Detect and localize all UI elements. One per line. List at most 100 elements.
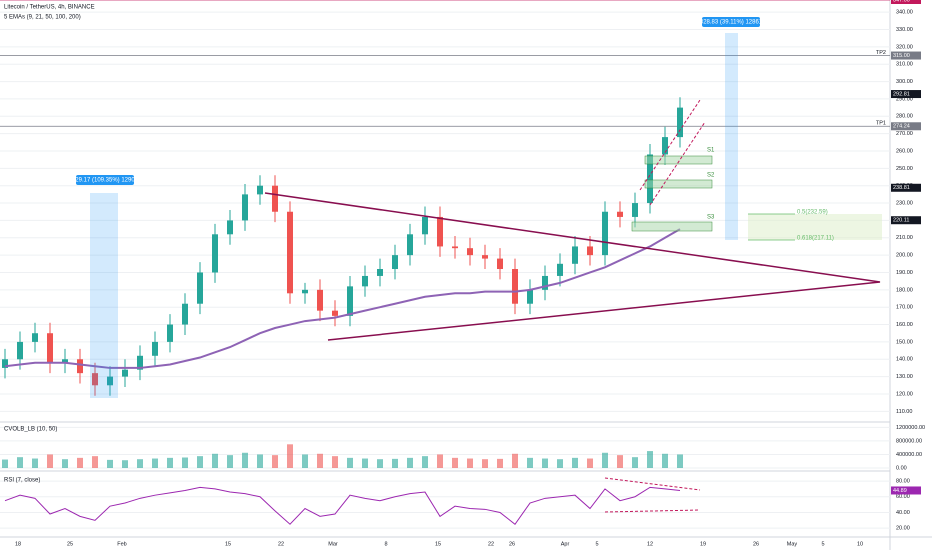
volume-bar [677, 454, 683, 468]
measure-label: 328.83 (39.11%) 12861 [700, 20, 763, 26]
candle-body [482, 255, 488, 259]
price-tag-label: 238.81 [893, 185, 910, 191]
candle-body [272, 185, 278, 212]
volume-bar [347, 457, 353, 468]
volume-bar [587, 458, 593, 468]
volume-bar [407, 457, 413, 468]
y-tick-label: 230.00 [896, 201, 913, 207]
volume-bar [302, 454, 308, 468]
candle-body [437, 216, 443, 247]
volume-bar [542, 458, 548, 468]
price-tag-label: 292.81 [893, 92, 910, 98]
price-tag-label: 220.11 [893, 218, 909, 224]
measure-box [90, 193, 118, 398]
y-tick-label: 120.00 [896, 391, 913, 397]
price-tag [891, 51, 921, 60]
price-tag [891, 122, 921, 131]
y-tick-label: 80.00 [896, 479, 910, 485]
volume-bar [557, 459, 563, 468]
volume-bar [572, 457, 578, 468]
volume-bar [122, 460, 128, 468]
candle-body [227, 220, 233, 235]
indicator-name: 5 EMAs (9, 21, 50, 100, 200) [4, 15, 81, 21]
volume-bar [647, 451, 653, 468]
x-tick-label: 8 [384, 541, 387, 547]
price-tag-label: 44.89 [893, 488, 907, 494]
x-tick-label: 19 [700, 541, 706, 547]
y-tick-label: 250.00 [896, 166, 913, 172]
x-tick-label: 15 [225, 541, 231, 547]
ema-line [4, 228, 681, 369]
x-tick-label: 26 [753, 541, 759, 547]
x-tick-label: Feb [117, 541, 126, 547]
volume-bar [437, 454, 443, 468]
volume-bar [452, 457, 458, 468]
candle-body [152, 341, 158, 356]
plot [0, 0, 890, 529]
y-tick-label: 110.00 [896, 409, 912, 415]
candle-body [617, 211, 623, 217]
measure-tag [702, 17, 760, 27]
y-tick-label: 210.00 [896, 235, 913, 241]
rsi-trend [604, 477, 701, 491]
channel [639, 99, 701, 191]
channel [649, 121, 706, 206]
volume-bar [152, 458, 158, 468]
x-tick-label: 5 [821, 541, 824, 547]
volume-bar [242, 452, 248, 468]
candle-body [332, 310, 338, 316]
zone-label: S1 [707, 148, 715, 154]
x-tick-label: Apr [561, 541, 570, 547]
volume-bar [632, 457, 638, 468]
y-tick-label: 60.00 [896, 494, 910, 500]
y-tick-label: 320.00 [896, 44, 913, 50]
candle-body [632, 203, 638, 217]
zone-label: S3 [707, 215, 715, 221]
candle-body [182, 303, 188, 325]
y-tick-label: 1200000.00 [896, 425, 925, 431]
y-tick-label: 170.00 [896, 305, 913, 311]
volume-bar [227, 455, 233, 468]
x-tick-label: May [787, 541, 798, 547]
candle-body [557, 263, 563, 276]
y-tick-label: 160.00 [896, 322, 913, 328]
rsi-line [4, 486, 681, 525]
volume-bar [392, 458, 398, 468]
level-name: TP1 [876, 121, 886, 127]
candle-body [197, 272, 203, 304]
x-tick-label: 5 [595, 541, 598, 547]
y-tick-label: 150.00 [896, 339, 913, 345]
y-tick-label: 270.00 [896, 131, 913, 137]
volume-bar [212, 453, 218, 468]
candle-body [302, 289, 308, 294]
price-tag [891, 486, 921, 495]
y-tick-label: 200.00 [896, 253, 913, 259]
fib-label: 0.618(217.11) [797, 236, 834, 242]
x-tick-label: 15 [435, 541, 441, 547]
y-tick-label: 130.00 [896, 374, 913, 380]
y-tick-label: 400000.00 [896, 452, 922, 458]
candle-body [512, 269, 518, 304]
candle-body [407, 234, 413, 256]
candle-body [2, 359, 8, 368]
rsi-trend [604, 509, 701, 513]
volume-bar [332, 456, 338, 468]
chart-title: Litecoin / TetherUS, 4h, BINANCE [4, 5, 95, 11]
x-tick-label: 25 [67, 541, 73, 547]
volume-bar [422, 456, 428, 468]
volume-bar [527, 457, 533, 468]
candle-body [392, 255, 398, 270]
volume-bar [617, 455, 623, 468]
candle-body [107, 376, 113, 386]
candle-body [452, 246, 458, 249]
y-tick-label: 40.00 [896, 510, 910, 516]
price-tag [891, 183, 921, 192]
candle-body [32, 333, 38, 342]
x-tick-label: Mar [328, 541, 338, 547]
zone [644, 155, 713, 165]
volume-bar [77, 457, 83, 468]
price-tag [891, 216, 921, 225]
candle-body [317, 289, 323, 311]
x-tick-label: 22 [278, 541, 284, 547]
zone [644, 179, 713, 189]
